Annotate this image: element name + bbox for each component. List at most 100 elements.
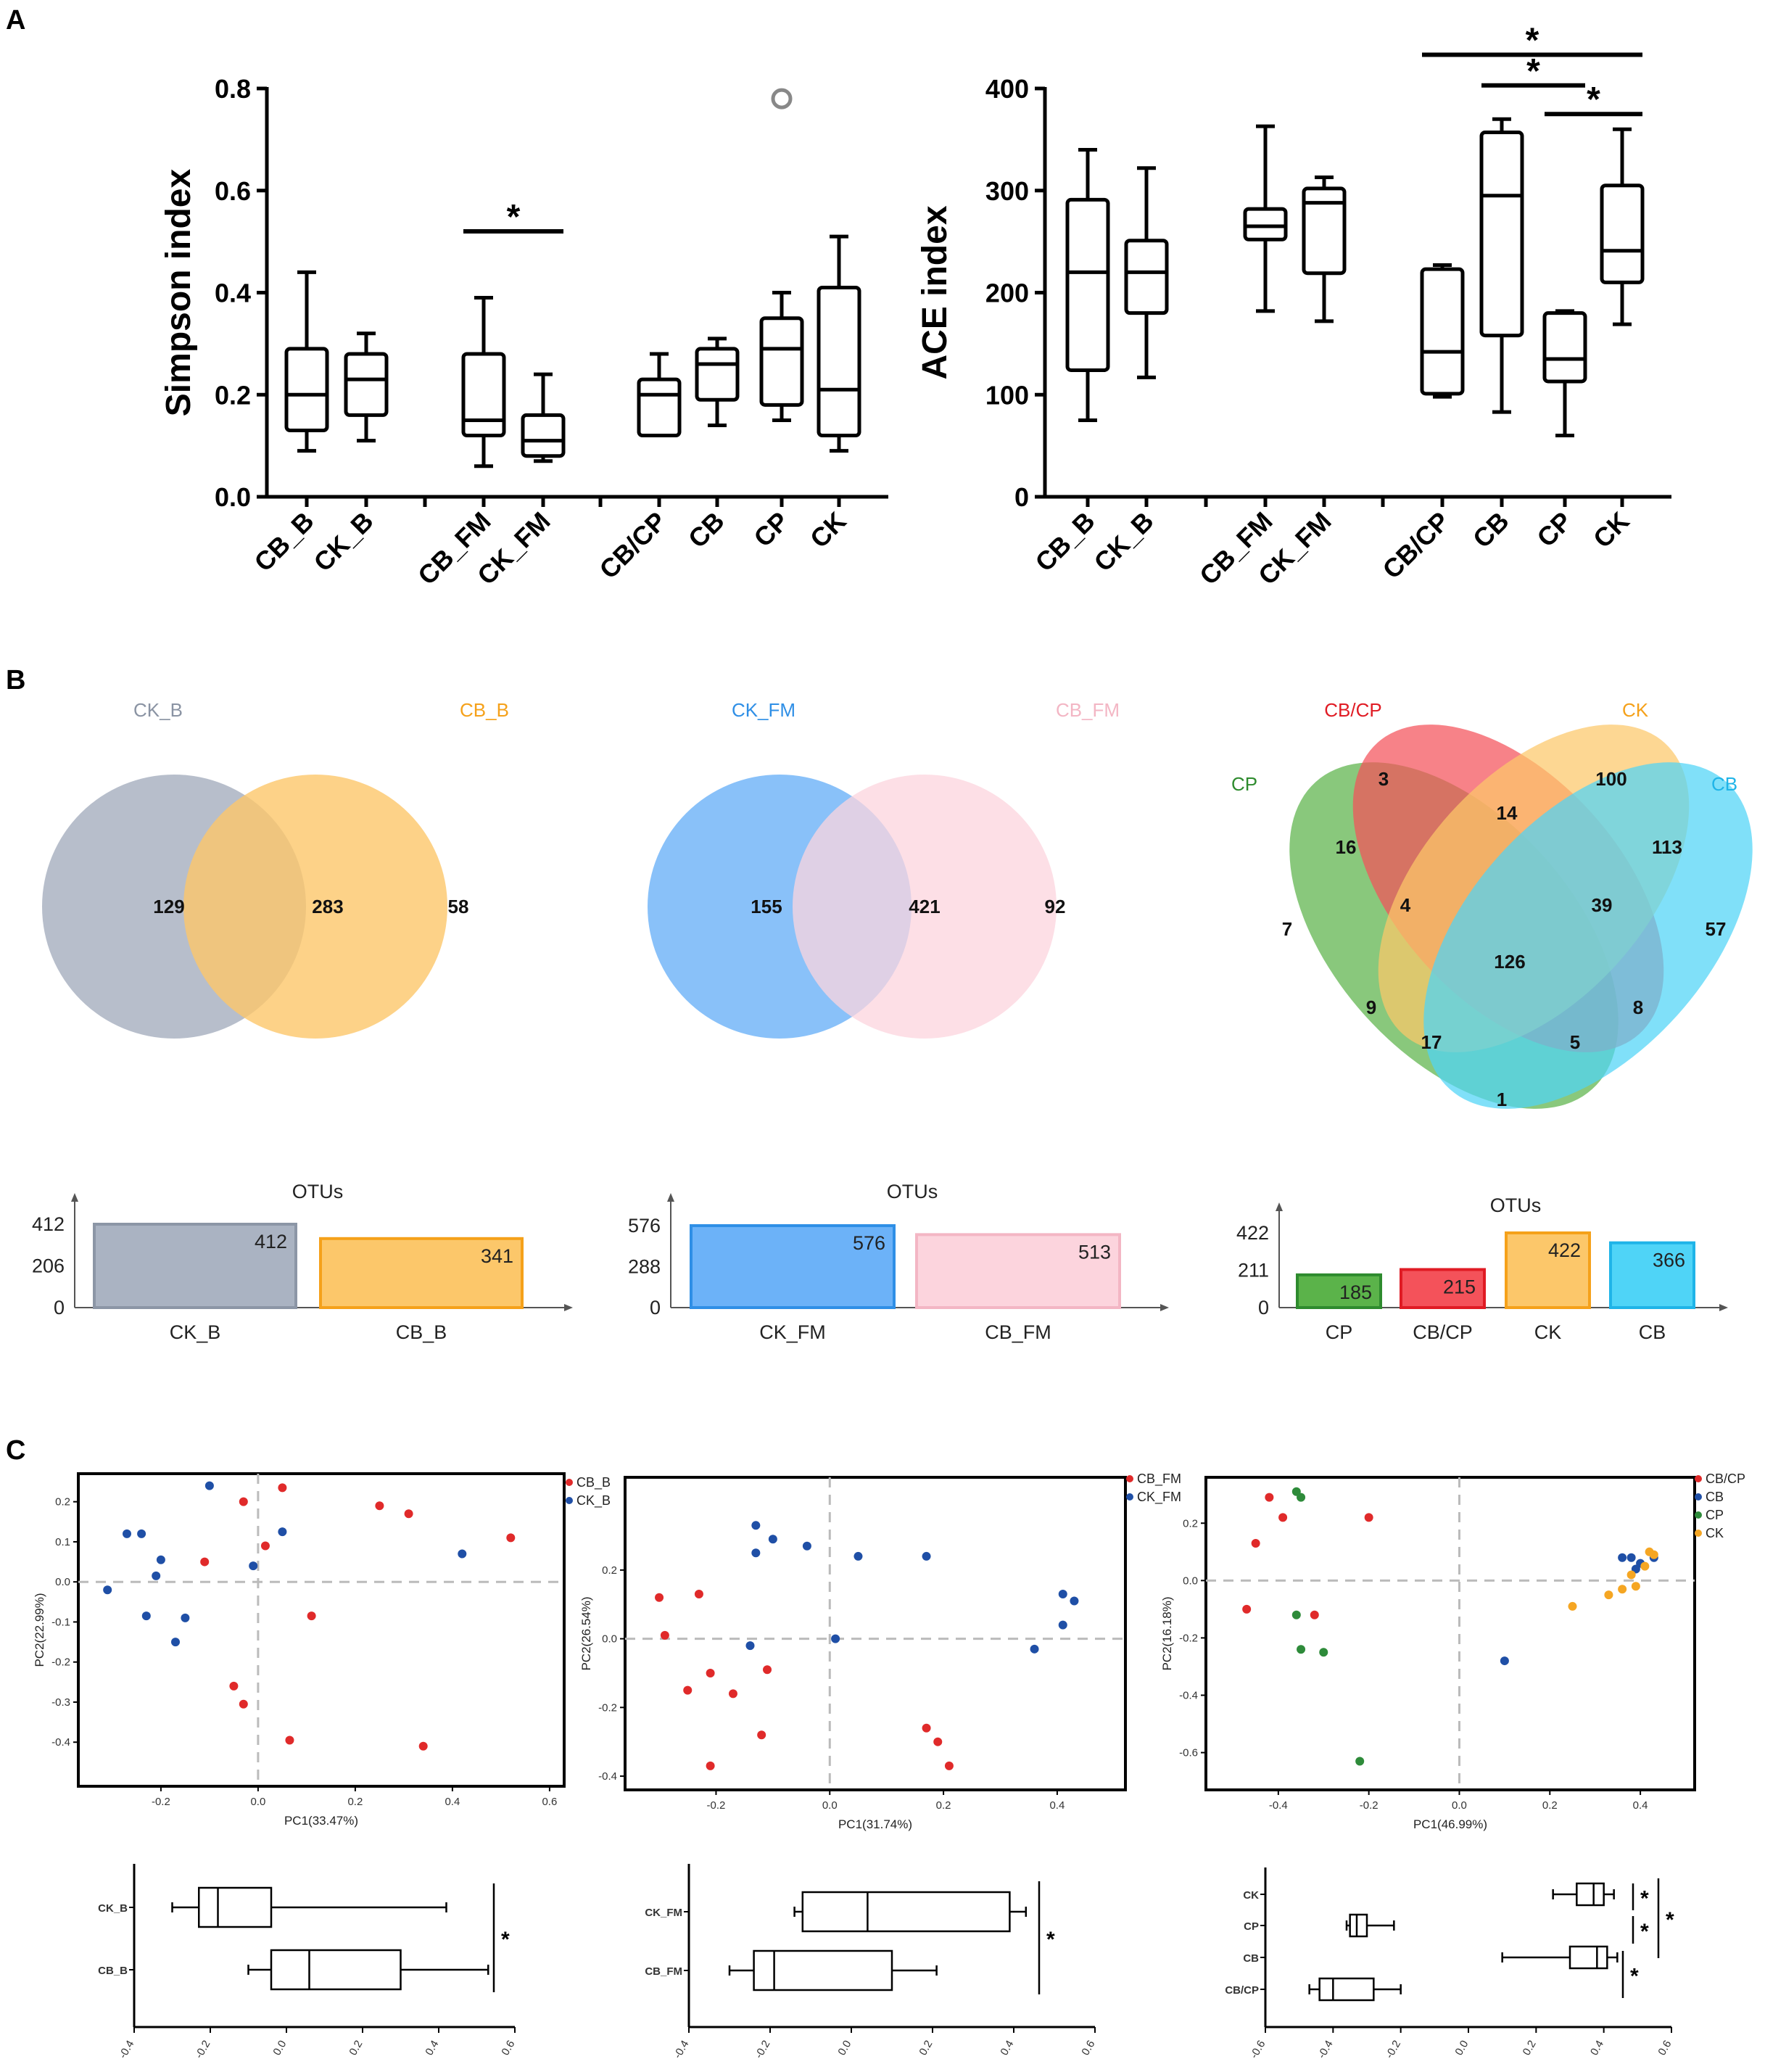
x-tick-label: CK_B <box>307 506 379 577</box>
legend-marker <box>1695 1530 1702 1537</box>
box-cb <box>1501 1945 1619 1970</box>
data-point-ck-b <box>278 1527 287 1537</box>
x-tick-label: CP <box>1531 506 1577 553</box>
y-tick-label: -0.6 <box>1179 1747 1198 1759</box>
x-tick-label: CB/CP <box>593 506 671 585</box>
x-tick-label: 0.0 <box>250 1796 265 1808</box>
x-tick-label: CK <box>1587 506 1635 554</box>
data-point-ck-fm <box>1030 1644 1039 1654</box>
data-point-ck-fm <box>1058 1620 1067 1630</box>
venn-count: 4 <box>1400 894 1411 916</box>
venn-four-groups: CB/CP CK CP CB 3 100 14 113 16 7 4 39 57… <box>1231 699 1753 1110</box>
box-ck <box>1600 127 1645 326</box>
x-axis-arrow <box>1719 1304 1728 1311</box>
data-point-cb-fm <box>763 1665 772 1675</box>
box-iqr <box>817 285 861 438</box>
data-point-cb-fm <box>728 1689 737 1699</box>
y-tick-label: 0.6 <box>215 176 251 206</box>
x-tick-label: 0.2 <box>347 2039 365 2058</box>
data-point-cb-fm <box>694 1590 703 1599</box>
data-point-ck-fm <box>1070 1596 1079 1606</box>
x-tick-label: -0.2 <box>1360 1799 1378 1812</box>
venn-count: 421 <box>909 896 940 917</box>
box-cb-fm <box>1243 124 1288 313</box>
venn-label-cb: CB <box>1711 773 1737 795</box>
bar-cb <box>1609 1241 1695 1309</box>
y-tick-label: 206 <box>32 1255 65 1277</box>
box-iqr <box>284 347 329 433</box>
y-tick-label: CB/CP <box>1225 1984 1259 1997</box>
y-tick-label: CB_B <box>98 1965 128 1977</box>
data-point-ck-b <box>156 1555 165 1564</box>
y-tick-label: -0.4 <box>598 1770 617 1783</box>
box-iqr <box>759 316 804 407</box>
y-axis-label: PC2(26.54%) <box>579 1596 593 1670</box>
otus-bar-2: 0 288 576 OTUs 576 CK_FM 513 CB_FM <box>628 1181 1169 1343</box>
data-point-cb-b <box>307 1611 316 1621</box>
significance-star: * <box>1640 1920 1649 1944</box>
box-cb-fm <box>461 296 506 469</box>
x-axis-label: PC1 <box>312 2070 337 2072</box>
y-axis-label: PC2(16.18%) <box>1160 1596 1174 1670</box>
box-iqr <box>461 352 506 438</box>
y-tick-label: -0.2 <box>1179 1632 1198 1644</box>
data-point-cb-b <box>506 1533 516 1543</box>
chart-title: OTUs <box>887 1181 938 1202</box>
y-tick-label: 0 <box>1014 482 1029 512</box>
pc1-boxplot-2: -0.4 -0.2 0.0 0.2 0.4 0.6 PC1 CK_FM CB_FM * <box>645 1864 1097 2072</box>
bar-value-label: 422 <box>1548 1239 1581 1261</box>
data-point-ck <box>1649 1550 1658 1559</box>
data-point-ck <box>1604 1590 1613 1600</box>
bar-cp <box>1296 1273 1382 1309</box>
y-tick-label: -0.2 <box>51 1656 70 1669</box>
box-ck-b <box>171 1886 447 1928</box>
y-tick-label: -0.1 <box>51 1616 70 1628</box>
data-point-cb-fm <box>660 1630 669 1640</box>
x-axis-label: PC1 <box>879 2070 904 2072</box>
data-point-cp <box>1297 1645 1306 1654</box>
box-iqr <box>198 1886 273 1928</box>
data-point-cb-cp <box>1278 1513 1288 1522</box>
pc1-boxplot-1: -0.4 -0.2 0.0 0.2 0.4 0.6 PC1 CK_B CB_B * <box>98 1864 517 2072</box>
data-point-cb-b <box>285 1735 294 1745</box>
y-tick-label: 422 <box>1236 1222 1269 1244</box>
y-tick-label: CK_B <box>98 1902 128 1915</box>
legend-marker <box>1695 1493 1702 1501</box>
venn-count: 1 <box>1497 1089 1507 1110</box>
y-tick-label: 400 <box>985 74 1029 104</box>
legend-marker <box>1695 1475 1702 1482</box>
bar-ck <box>1505 1231 1591 1309</box>
y-axis-arrow <box>71 1193 78 1202</box>
venn-count: 8 <box>1633 996 1643 1018</box>
data-point-cb-fm <box>757 1730 766 1740</box>
pcoa-scatter-3: -0.4 -0.2 0.0 0.2 0.4 0.2 0.0 -0.2 -0.4 -0.6 PC1(4… <box>1160 1472 1745 1831</box>
otus-bar-3: 0 211 422 OTUs 185 CP 215 CB/CP 422 CK 366 CB <box>1236 1194 1728 1343</box>
box-ck-fm <box>521 372 566 463</box>
significance-star: * <box>501 1928 510 1952</box>
x-tick-label: 0.4 <box>998 2039 1016 2058</box>
x-tick-label: CK_B <box>1088 506 1159 577</box>
venn-label-ck-fm: CK_FM <box>732 699 795 721</box>
bar-cb-b <box>319 1237 524 1310</box>
data-point-ck-fm <box>802 1541 811 1551</box>
box-iqr <box>1542 311 1587 384</box>
box-iqr <box>753 1949 893 1991</box>
data-point-ck <box>1640 1561 1650 1571</box>
y-tick-label: 200 <box>985 278 1029 308</box>
data-point-cb <box>1626 1553 1636 1562</box>
x-tick-label: 0.4 <box>423 2039 441 2058</box>
y-tick-label: 211 <box>1238 1260 1269 1281</box>
data-point-ck-b <box>123 1529 131 1538</box>
box-iqr <box>1420 267 1465 396</box>
data-point-ck-b <box>152 1571 161 1580</box>
box-iqr <box>1124 239 1169 315</box>
venn-count: 16 <box>1336 836 1357 858</box>
x-tick-label: 0.4 <box>1633 1799 1648 1812</box>
y-tick-label: 0 <box>54 1297 65 1318</box>
data-point-ck <box>1618 1585 1627 1594</box>
bar-cb-fm <box>915 1233 1121 1309</box>
data-point-ck <box>1568 1601 1577 1611</box>
significance-star: * <box>1526 52 1540 91</box>
x-tick-label: 0.2 <box>917 2039 935 2058</box>
